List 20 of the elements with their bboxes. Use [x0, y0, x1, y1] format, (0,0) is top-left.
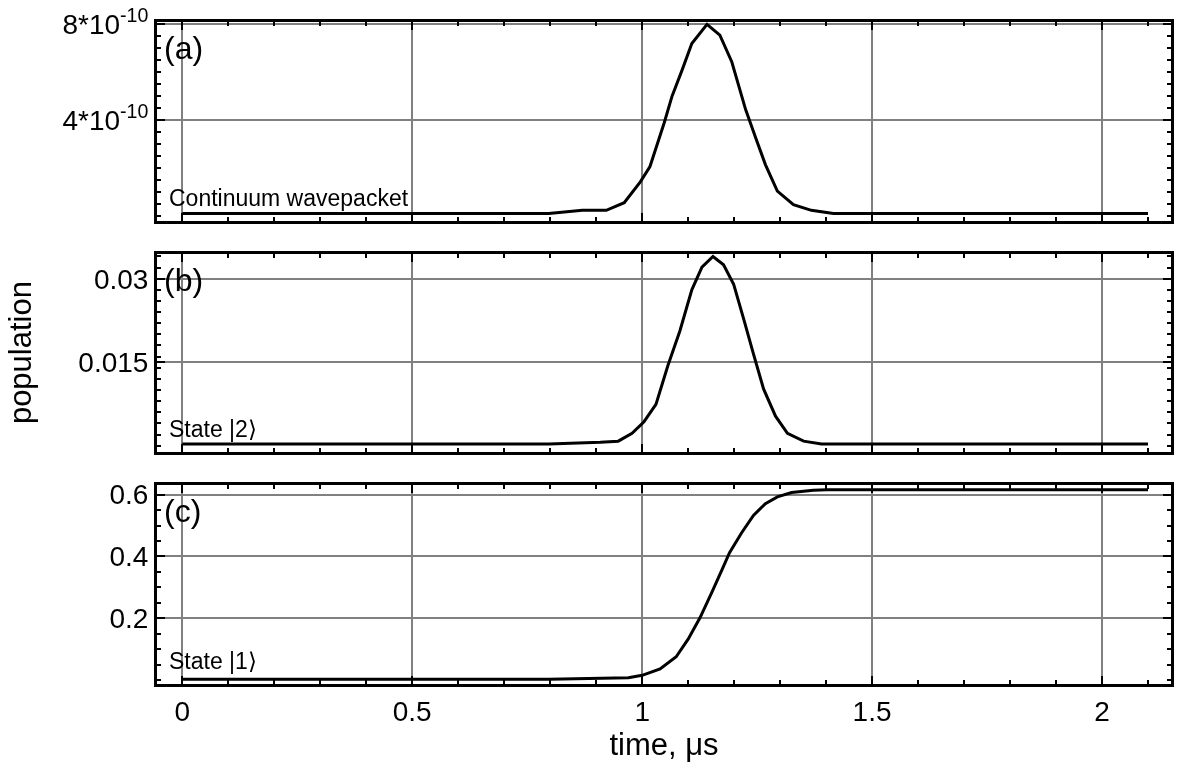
- annotation: State |1⟩: [169, 648, 257, 674]
- y-tick-label: 0.2: [109, 603, 149, 635]
- y-tick-label: 8*10$^{-10}$: [62, 4, 149, 41]
- annotation: (a): [164, 30, 204, 66]
- x-tick-label: 0: [174, 695, 191, 727]
- annotation: (c): [164, 493, 202, 529]
- y-tick-label: 0.4: [109, 541, 149, 573]
- x-tick-label: 1.5: [852, 695, 892, 727]
- y-tick-label: 0.6: [109, 479, 149, 511]
- y-axis-title: population: [3, 281, 39, 425]
- y-tick-label: 0.015: [78, 346, 149, 378]
- annotation: (b): [164, 262, 204, 298]
- x-axis-title: time, μs: [609, 726, 719, 762]
- x-tick-label: 2: [1094, 695, 1110, 727]
- x-tick-label: 1: [634, 695, 650, 727]
- y-tick-label: 4*10$^{-10}$: [62, 100, 149, 136]
- annotation: Continuum wavepacket: [169, 185, 409, 211]
- annotation: State |2⟩: [169, 416, 257, 442]
- y-tick-label: 0.03: [93, 263, 149, 295]
- x-tick-label: 0.5: [392, 695, 432, 727]
